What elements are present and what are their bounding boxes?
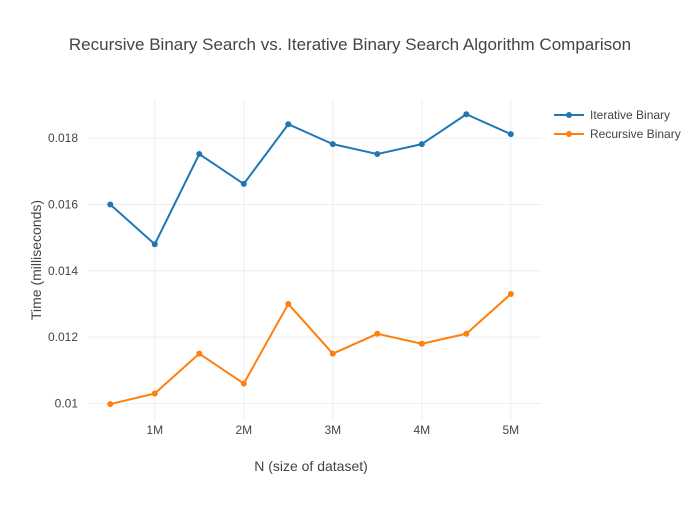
x-axis-title: N (size of dataset) <box>254 458 368 474</box>
data-point[interactable] <box>285 300 292 307</box>
data-point[interactable] <box>285 121 292 128</box>
data-point[interactable] <box>151 390 158 397</box>
series-line <box>110 293 512 406</box>
series-layer <box>107 111 514 408</box>
legend-label-iterative: Iterative Binary <box>590 108 670 122</box>
y-axis-title: Time (milliseconds) <box>28 200 44 320</box>
data-point[interactable] <box>374 330 381 337</box>
data-point[interactable] <box>507 131 514 138</box>
data-point[interactable] <box>418 141 425 148</box>
data-point[interactable] <box>329 350 336 357</box>
data-point[interactable] <box>463 330 470 337</box>
x-tick-label: 5M <box>503 423 520 437</box>
data-point[interactable] <box>196 350 203 357</box>
data-point[interactable] <box>196 151 203 158</box>
series-recursive <box>107 290 514 408</box>
y-tick-label: 0.014 <box>48 264 78 278</box>
y-tick-label: 0.018 <box>48 131 78 145</box>
tick-layer: 1M 2M 3M 4M 5M 0.01 0.012 0.014 0.016 0.018 <box>48 131 519 437</box>
y-tick-label: 0.01 <box>55 396 79 410</box>
legend[interactable]: Iterative Binary Recursive Binary <box>554 108 681 141</box>
data-point[interactable] <box>240 380 247 387</box>
x-tick-label: 1M <box>146 423 163 437</box>
data-point[interactable] <box>151 241 158 248</box>
x-tick-label: 3M <box>324 423 341 437</box>
grid-layer <box>88 100 542 420</box>
series-iterative <box>107 111 514 248</box>
data-point[interactable] <box>507 290 514 297</box>
legend-marker-iterative <box>566 112 572 118</box>
y-tick-label: 0.016 <box>48 197 78 211</box>
chart-title: Recursive Binary Search vs. Iterative Bi… <box>69 35 631 54</box>
data-point[interactable] <box>329 141 336 148</box>
legend-item-iterative[interactable]: Iterative Binary <box>554 108 670 122</box>
series-line <box>109 113 512 246</box>
data-point[interactable] <box>240 180 247 187</box>
data-point[interactable] <box>107 201 114 208</box>
legend-marker-recursive <box>566 131 572 137</box>
data-point[interactable] <box>418 340 425 347</box>
x-tick-label: 4M <box>413 423 430 437</box>
data-point[interactable] <box>107 401 114 408</box>
legend-item-recursive[interactable]: Recursive Binary <box>554 127 681 141</box>
y-tick-label: 0.012 <box>48 330 78 344</box>
data-point[interactable] <box>374 151 381 158</box>
legend-label-recursive: Recursive Binary <box>590 127 681 141</box>
data-point[interactable] <box>463 111 470 118</box>
x-tick-label: 2M <box>235 423 252 437</box>
